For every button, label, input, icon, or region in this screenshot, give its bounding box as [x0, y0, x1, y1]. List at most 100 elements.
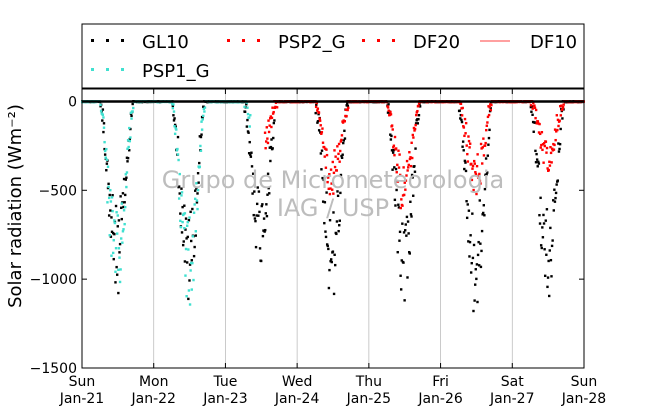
data-point — [546, 167, 549, 170]
plot-area — [81, 88, 585, 369]
data-point — [550, 275, 553, 278]
data-point — [172, 103, 175, 106]
data-point — [543, 248, 546, 251]
data-point — [123, 222, 126, 226]
data-point — [467, 240, 470, 243]
data-point — [389, 133, 392, 136]
data-point — [196, 207, 199, 211]
data-point — [107, 214, 111, 217]
data-point — [191, 207, 194, 211]
data-point — [332, 292, 336, 296]
data-point — [555, 183, 558, 186]
data-point — [247, 116, 251, 119]
data-point — [201, 118, 204, 121]
data-point — [538, 213, 541, 217]
data-point — [179, 212, 182, 215]
data-point — [267, 119, 270, 122]
data-point — [404, 229, 407, 232]
data-point — [543, 274, 547, 278]
data-point — [398, 173, 402, 177]
data-point — [386, 106, 390, 109]
data-point — [407, 163, 410, 167]
data-point — [485, 173, 488, 176]
data-point — [332, 171, 336, 175]
data-point — [116, 225, 119, 228]
data-point — [185, 237, 188, 240]
data-point — [113, 221, 117, 225]
data-point — [121, 192, 125, 195]
data-point — [270, 116, 274, 120]
data-point — [172, 110, 176, 113]
data-point — [463, 167, 466, 171]
data-point — [341, 153, 344, 156]
data-point — [412, 136, 415, 139]
data-point — [124, 173, 128, 176]
data-point — [249, 153, 252, 156]
x-axis: SunJan-21MonJan-22TueJan-23WedJan-24ThuJ… — [59, 89, 606, 407]
data-point — [316, 109, 319, 112]
data-point — [122, 228, 125, 231]
data-point — [549, 151, 553, 155]
data-point — [471, 212, 474, 215]
y-tick-label: −500 — [39, 183, 77, 199]
data-point — [390, 124, 394, 127]
data-point — [544, 140, 548, 143]
data-point — [390, 134, 393, 138]
data-point — [467, 135, 470, 138]
data-point — [323, 201, 327, 204]
data-point — [473, 162, 476, 165]
data-point — [461, 106, 464, 110]
data-point — [413, 129, 416, 132]
data-point — [538, 132, 542, 136]
data-point — [107, 182, 110, 186]
data-point — [398, 239, 401, 242]
data-point — [190, 288, 193, 291]
data-point — [332, 211, 335, 214]
data-point — [326, 244, 329, 248]
data-point — [544, 219, 547, 222]
data-point — [539, 146, 542, 149]
data-point — [251, 172, 255, 175]
data-point — [267, 130, 271, 134]
data-point — [272, 110, 275, 114]
data-point — [317, 129, 321, 132]
data-point — [547, 259, 550, 263]
data-point — [562, 103, 565, 106]
data-point — [173, 117, 176, 120]
data-point — [546, 276, 550, 279]
data-point — [398, 230, 402, 234]
data-point — [469, 234, 472, 237]
data-point — [472, 243, 476, 247]
data-point — [184, 247, 188, 251]
data-point — [199, 135, 203, 139]
data-point — [391, 168, 394, 171]
data-point — [343, 137, 347, 140]
legend-swatch-dot — [242, 39, 245, 42]
data-point — [485, 128, 488, 132]
data-point — [190, 259, 193, 262]
data-point — [408, 251, 411, 254]
data-point — [118, 280, 122, 284]
data-point — [392, 144, 396, 147]
data-point — [545, 146, 549, 150]
data-point — [270, 138, 273, 141]
data-point — [338, 160, 341, 163]
data-point — [486, 121, 489, 124]
data-point — [266, 137, 269, 140]
data-point — [318, 119, 322, 122]
data-point — [397, 206, 401, 209]
data-point — [314, 111, 317, 115]
data-point — [175, 128, 178, 131]
data-point — [409, 200, 412, 204]
data-point — [319, 131, 322, 134]
plot-frame — [81, 88, 585, 369]
data-point — [273, 119, 276, 122]
data-point — [191, 261, 194, 265]
data-point — [102, 122, 106, 125]
data-point — [128, 126, 131, 130]
data-point — [123, 201, 126, 204]
data-point — [328, 268, 331, 272]
data-point — [126, 156, 130, 160]
data-point — [198, 161, 201, 165]
data-point — [328, 192, 332, 196]
